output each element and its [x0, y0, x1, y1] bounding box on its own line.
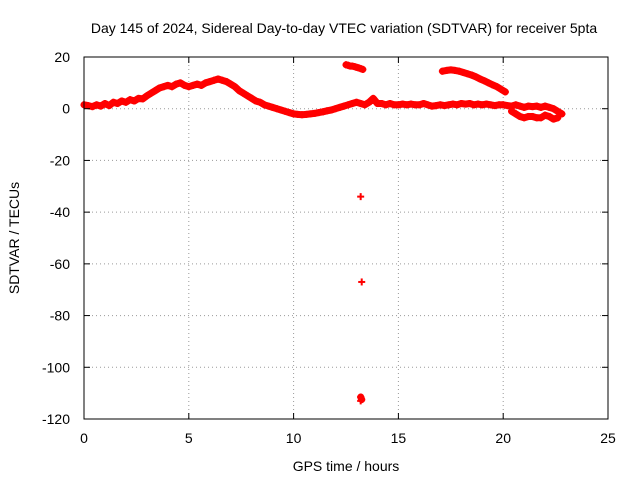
data-band [438, 66, 509, 96]
y-tick-label: -20 [50, 152, 70, 168]
data-point [357, 193, 365, 201]
x-tick-label: 15 [391, 430, 407, 446]
plot-border [83, 56, 609, 420]
data-band [342, 61, 367, 73]
axis-ticks: 0 5 10 15 20 25 20 0 -20 -40 -60 -80 -100 -120 [42, 49, 616, 446]
y-tick-label: -40 [50, 204, 70, 220]
y-tick-label: -80 [50, 308, 70, 324]
y-tick-label: 20 [54, 49, 70, 65]
data-points [80, 61, 566, 405]
x-tick-label: 25 [600, 430, 616, 446]
y-axis-title: SDTVAR / TECUs [6, 182, 22, 294]
y-tick-label: 0 [62, 101, 70, 117]
data-point [358, 278, 366, 286]
data-band [508, 107, 562, 123]
y-tick-label: -120 [42, 411, 70, 427]
y-tick-label: -100 [42, 359, 70, 375]
x-axis-title: GPS time / hours [293, 458, 400, 474]
y-tick-label: -60 [50, 256, 70, 272]
grid-lines [84, 57, 608, 419]
data-band [80, 75, 566, 119]
chart-title: Day 145 of 2024, Sidereal Day-to-day VTE… [91, 20, 598, 36]
data-band [357, 393, 366, 404]
x-tick-label: 10 [286, 430, 302, 446]
x-tick-label: 20 [495, 430, 511, 446]
x-tick-label: 0 [80, 430, 88, 446]
x-tick-label: 5 [185, 430, 193, 446]
